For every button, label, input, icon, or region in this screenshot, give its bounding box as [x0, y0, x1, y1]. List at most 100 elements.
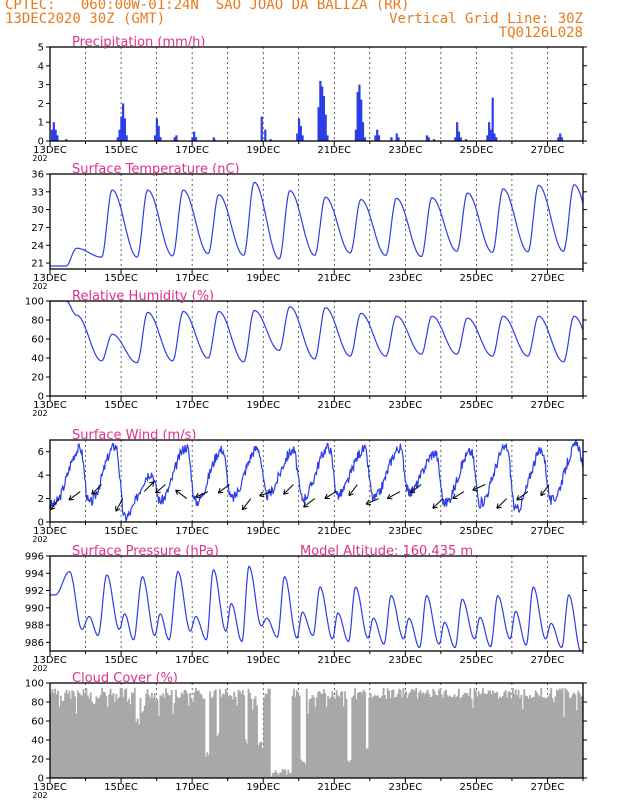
cloud-bar — [203, 698, 206, 778]
y-tick-label: 33 — [31, 187, 44, 198]
wind-arrowhead — [432, 503, 438, 509]
cloud-bar — [378, 698, 381, 778]
cloud-bar — [533, 696, 536, 778]
x-tick-label: 19DEC — [246, 273, 280, 284]
cloud-bar — [268, 688, 271, 778]
precip-bar — [159, 137, 162, 141]
cloud-bar — [160, 696, 163, 778]
precip-bar — [425, 135, 429, 141]
y-tick-label: 986 — [25, 638, 44, 649]
y-tick-label: 100 — [25, 297, 44, 308]
cloud-bar — [511, 687, 514, 778]
cloud-bar — [463, 692, 466, 778]
cloud-bar — [128, 698, 130, 778]
cloud-bar — [320, 693, 322, 778]
cloud-bar — [210, 698, 213, 778]
x-tick-label: 19DEC — [246, 782, 280, 793]
cloud-bar — [469, 688, 472, 778]
cloud-bar — [428, 693, 430, 778]
cloud-bar — [348, 762, 351, 778]
cloud-bar — [226, 692, 229, 778]
x-tick-label: 13DEC — [33, 273, 67, 284]
cloud-bar — [386, 688, 389, 778]
cloud-bar — [482, 688, 484, 778]
cloud-bar — [435, 695, 438, 778]
cloud-bar — [165, 688, 167, 778]
run-date: 13DEC2020 30Z (GMT) — [5, 11, 166, 27]
cloud-bar — [371, 698, 374, 778]
x-tick-label: 27DEC — [531, 782, 565, 793]
cloud-bar — [571, 694, 574, 778]
y-tick-label: 5 — [38, 43, 44, 54]
cloud-bar — [331, 691, 334, 778]
x-tick-label: 21DEC — [317, 145, 351, 156]
cloud-bar — [112, 693, 115, 778]
cloud-bar — [301, 761, 304, 778]
cloud-bar — [101, 688, 103, 778]
cloud-bar — [528, 695, 531, 778]
cloud-bar — [153, 693, 156, 778]
cloud-bar — [490, 694, 493, 778]
cloud-bar — [484, 693, 487, 778]
wind-vector — [303, 498, 316, 508]
cloud-bar — [366, 748, 369, 778]
cloud-bar — [312, 697, 315, 778]
precip-bar — [56, 135, 59, 141]
cloud-bar — [335, 690, 338, 778]
cloud-bar — [113, 701, 116, 778]
cloud-bar — [179, 697, 182, 778]
x-tick-label: 21DEC — [317, 273, 351, 284]
cloud-bar — [146, 689, 149, 778]
cloud-bar — [148, 695, 150, 778]
cloud-bar — [197, 690, 200, 778]
cloud-bar — [285, 774, 288, 778]
cloud-bar — [338, 696, 341, 778]
panel-title: Surface Pressure (hPa) — [72, 544, 219, 559]
cloud-bar — [52, 692, 55, 778]
cloud-bar — [305, 688, 308, 778]
cloud-bar — [570, 697, 573, 778]
chart-header: CPTEC: 060:00W-01:24N SAO JOAO DA BALIZA… — [0, 0, 618, 48]
precip-bar — [194, 137, 198, 141]
cloud-bar — [169, 695, 172, 778]
cloud-bar — [560, 689, 563, 778]
cloud-bar — [507, 691, 510, 778]
x-tick-label: 27DEC — [531, 400, 565, 411]
cloud-bar — [156, 699, 159, 778]
cloud-bar — [385, 698, 388, 778]
cloud-bar — [143, 705, 146, 778]
cloud-bar — [398, 688, 401, 778]
x-tick-label: 23DEC — [388, 655, 422, 666]
x-tick-label: 15DEC — [104, 145, 138, 156]
wind-vector — [409, 484, 422, 494]
grid-line-info: Vertical Grid Line: 30Z — [389, 11, 583, 27]
cloud-bar — [349, 759, 352, 778]
cloud-bar — [352, 695, 355, 778]
x-tick-sublabel: 202 — [32, 154, 47, 163]
wind-vector — [241, 498, 252, 511]
cloud-bar — [260, 741, 263, 778]
precip-bar — [491, 97, 494, 141]
precip-bar — [363, 137, 366, 141]
precip-bar — [297, 118, 301, 141]
cloud-bar — [480, 693, 483, 778]
cloud-bar — [419, 690, 422, 778]
cloud-bar — [396, 693, 399, 778]
cloud-bar — [284, 769, 287, 778]
cloud-bar — [574, 694, 577, 778]
cloud-bar — [466, 693, 469, 778]
precip-bar — [154, 135, 157, 141]
cloud-bar — [274, 770, 277, 778]
wind-vector — [365, 498, 379, 505]
cloud-bar — [521, 709, 524, 778]
cloud-bar — [278, 772, 281, 778]
cloud-bar — [399, 689, 402, 778]
cloud-bar — [573, 692, 575, 778]
cloud-bar — [314, 707, 317, 778]
cloud-bar — [227, 696, 230, 778]
cloud-bar — [418, 692, 420, 778]
cloud-bar — [393, 697, 396, 778]
cloud-bar — [500, 697, 503, 778]
y-tick-label: 60 — [31, 717, 44, 728]
wind-vector — [348, 484, 358, 497]
